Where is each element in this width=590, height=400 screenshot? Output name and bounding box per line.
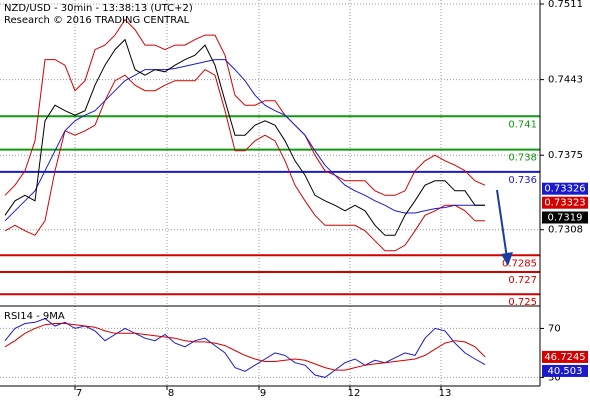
level-label: 0.736 (508, 175, 537, 186)
series-line (4, 323, 486, 371)
price-badge (542, 196, 588, 209)
level-label: 0.725 (508, 297, 537, 308)
y-tick-label: 0.7511 (548, 0, 583, 10)
level-label: 0.7285 (502, 258, 537, 269)
level-label: 0.741 (508, 119, 537, 130)
x-tick-label: 8 (168, 388, 174, 399)
y-tick-label: 0.7308 (548, 225, 583, 236)
x-tick-label: 9 (260, 388, 266, 399)
price-badge-label: 0.73326 (544, 184, 585, 195)
series-line (4, 68, 485, 252)
price-badge (542, 182, 588, 195)
value-badge-label: 46.7245 (544, 352, 585, 363)
level-label: 0.727 (508, 275, 537, 286)
series-line (4, 59, 485, 222)
value-badge (542, 350, 588, 363)
y-tick-label: 30 (548, 372, 561, 383)
y-tick-label: 70 (548, 323, 561, 334)
x-tick-label: 12 (348, 388, 361, 399)
forecast-arrow-head (501, 252, 513, 266)
chart-subtitle: Research © 2016 TRADING CENTRAL (4, 15, 190, 26)
indicator-title: RSI14 - 9MA (4, 311, 65, 322)
chart-title: NZD/USD - 30min - 13:38:13 (UTC+2) (4, 3, 193, 14)
x-tick-label: 7 (76, 388, 82, 399)
value-badge (542, 364, 588, 377)
value-badge-label: 40.503 (548, 366, 583, 377)
x-tick-label: 13 (439, 388, 452, 399)
forecast-arrow (496, 189, 508, 259)
y-tick-label: 0.7443 (548, 75, 583, 86)
series-line (4, 38, 485, 236)
level-label: 0.738 (508, 153, 537, 164)
price-badge-label: 0.7319 (548, 212, 583, 223)
series-line (4, 18, 486, 196)
price-badge-label: 0.73323 (544, 198, 585, 209)
y-tick-label: 0.7375 (548, 150, 583, 161)
price-badge (542, 211, 588, 224)
